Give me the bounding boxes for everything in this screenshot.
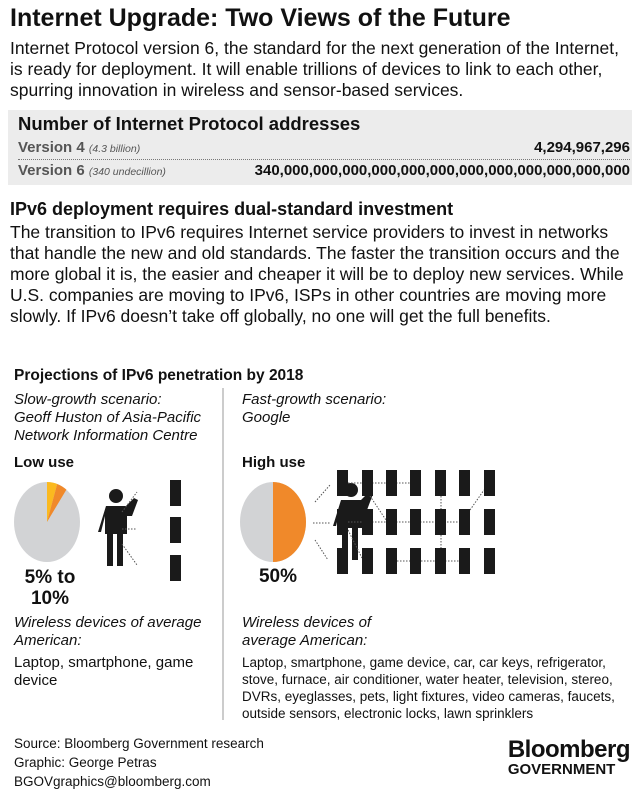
device-icon xyxy=(459,509,470,535)
divider xyxy=(222,388,224,720)
projections-heading: Projections of IPv6 penetration by 2018 xyxy=(14,367,304,384)
ipv6-value: 340,000,000,000,000,000,000,000,000,000,… xyxy=(254,162,630,179)
device-icon xyxy=(170,517,181,543)
device-icon xyxy=(410,470,421,496)
contact-email: BGOVgraphics@bloomberg.com xyxy=(14,774,211,789)
device-icon xyxy=(362,509,373,535)
devices xyxy=(121,470,495,581)
fast-scenario-source: Google xyxy=(242,409,291,426)
device-icon xyxy=(386,470,397,496)
device-icon xyxy=(435,509,446,535)
fast-devices-label: Wireless devices of average American: xyxy=(242,614,372,649)
bloomberg-government-logo: Bloomberg GOVERNMENT xyxy=(507,736,631,778)
low-use-label: Low use xyxy=(14,454,75,471)
slow-devices-label: Wireless devices of average American: xyxy=(14,614,202,649)
person-icon-low xyxy=(98,489,138,566)
source-text: Source: Bloomberg Government research xyxy=(14,736,264,751)
pie-slice-low-max xyxy=(47,483,67,522)
fast-scenario: Fast-growth scenario: Google xyxy=(242,391,386,427)
device-icon xyxy=(459,470,470,496)
device-icon xyxy=(386,509,397,535)
slow-devices-list: Laptop, smartphone, game device xyxy=(14,654,194,689)
ipv6-label: Version 6 xyxy=(18,162,85,179)
device-icon xyxy=(484,470,495,496)
section-heading: IPv6 deployment requires dual-standard i… xyxy=(10,199,454,219)
device-icon xyxy=(435,548,446,574)
device-icon xyxy=(170,480,181,506)
ipv4-note: (4.3 billion) xyxy=(88,143,141,155)
logo-top: Bloomberg xyxy=(507,736,631,763)
addresses-heading: Number of Internet Protocol addresses xyxy=(18,113,361,134)
graphic-credit: Graphic: George Petras xyxy=(14,755,157,770)
footer-credits: Source: Bloomberg Government research Gr… xyxy=(14,734,264,791)
device-icon xyxy=(484,548,495,574)
device-network-illustration xyxy=(98,470,495,581)
ipv4-value: 4,294,967,296 xyxy=(534,139,630,156)
device-icon xyxy=(362,470,373,496)
logo-bottom: GOVERNMENT xyxy=(507,761,616,778)
fast-scenario-label: Fast-growth scenario: xyxy=(242,391,387,408)
high-use-pie xyxy=(240,482,306,562)
device-icon xyxy=(484,509,495,535)
low-use-percent: 5% to 10% xyxy=(24,567,76,609)
high-use-percent: 50% xyxy=(258,566,298,587)
device-icon xyxy=(410,548,421,574)
fast-devices-list: Laptop, smartphone, game device, car, ca… xyxy=(242,655,615,721)
device-icon xyxy=(362,548,373,574)
device-icon xyxy=(435,470,446,496)
device-icon xyxy=(337,548,348,574)
pie-slice-high xyxy=(273,482,306,562)
addresses-box xyxy=(8,110,632,185)
device-icon xyxy=(337,509,348,535)
low-use-pie xyxy=(14,482,80,562)
device-icon xyxy=(410,509,421,535)
slow-scenario-source: Geoff Huston of Asia-Pacific Network Inf… xyxy=(14,409,202,444)
device-icon xyxy=(337,470,348,496)
high-use-label: High use xyxy=(242,454,306,471)
slow-scenario: Slow-growth scenario: Geoff Huston of Asi… xyxy=(14,391,219,445)
slow-scenario-label: Slow-growth scenario: xyxy=(14,391,162,408)
ipv4-row: Version 4 (4.3 billion) 4,294,967,296 xyxy=(18,139,630,160)
device-icon xyxy=(170,555,181,581)
pie-slice-low-min xyxy=(47,482,58,522)
device-icon xyxy=(386,548,397,574)
ipv6-note: (340 undecillion) xyxy=(88,166,166,178)
section-body: The transition to IPv6 requires Internet… xyxy=(10,222,624,326)
ipv6-row: Version 6 (340 undecillion) 340,000,000,… xyxy=(18,162,630,179)
title: Internet Upgrade: Two Views of the Futur… xyxy=(10,4,511,32)
ipv4-label: Version 4 xyxy=(18,139,85,156)
intro-text: Internet Protocol version 6, the standar… xyxy=(10,38,619,100)
device-icon xyxy=(459,548,470,574)
